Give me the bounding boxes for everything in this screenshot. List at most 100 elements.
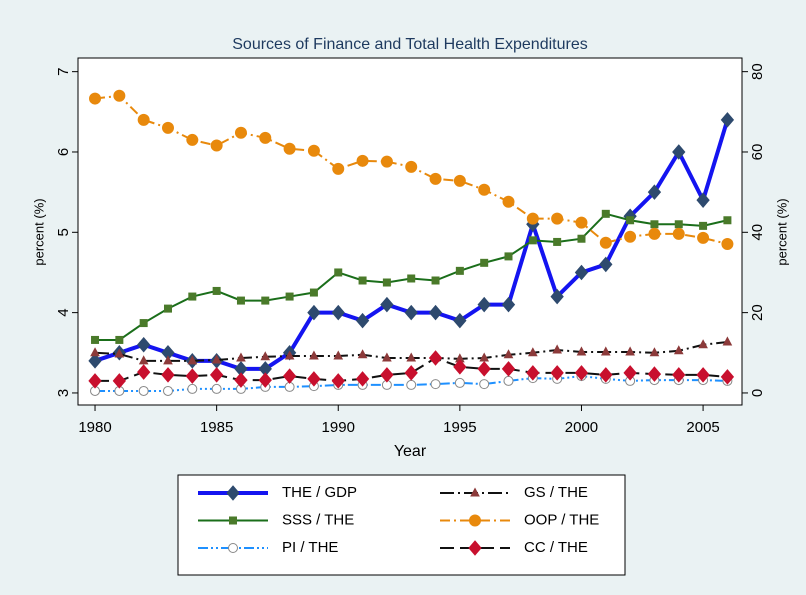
point xyxy=(723,216,732,225)
point xyxy=(283,142,296,155)
point xyxy=(599,236,612,249)
y-axis-label: percent (%) xyxy=(31,198,46,265)
y-tick-label: 5 xyxy=(55,228,72,236)
point xyxy=(502,195,515,208)
point xyxy=(88,353,102,369)
point xyxy=(138,385,149,396)
y2-tick-label: 40 xyxy=(749,224,766,241)
point xyxy=(674,220,683,229)
legend-marker xyxy=(226,485,240,501)
legend-marker xyxy=(469,514,481,527)
point xyxy=(430,379,441,390)
point xyxy=(259,131,272,144)
point xyxy=(428,350,443,366)
point xyxy=(115,335,124,344)
point xyxy=(649,347,660,357)
point xyxy=(479,379,490,390)
point xyxy=(696,367,710,383)
point xyxy=(258,372,272,388)
point xyxy=(88,373,102,389)
point xyxy=(648,227,661,240)
point xyxy=(162,385,173,396)
point xyxy=(161,121,174,134)
point xyxy=(455,266,464,275)
point xyxy=(722,336,733,346)
y-tick-label: 6 xyxy=(55,148,72,156)
point xyxy=(187,383,198,394)
point xyxy=(307,304,321,321)
point xyxy=(553,237,562,246)
point xyxy=(404,365,418,381)
point xyxy=(334,268,343,277)
point xyxy=(357,349,368,359)
point xyxy=(285,292,294,301)
legend-label: OOP / THE xyxy=(524,511,599,528)
point xyxy=(163,304,172,313)
point xyxy=(720,112,735,128)
x-axis-label: Year xyxy=(394,443,427,460)
point xyxy=(212,286,221,295)
legend-marker xyxy=(468,540,482,556)
point xyxy=(355,371,370,387)
legend-label: PI / THE xyxy=(282,539,338,556)
point xyxy=(576,346,587,356)
y2-tick-label: 20 xyxy=(749,304,766,321)
x-tick-label: 2005 xyxy=(686,419,719,436)
point xyxy=(113,89,126,102)
point xyxy=(89,92,102,105)
point xyxy=(601,209,610,218)
point xyxy=(720,369,735,385)
point xyxy=(672,144,686,160)
point xyxy=(503,375,514,386)
point xyxy=(236,352,246,362)
point xyxy=(236,296,245,305)
point xyxy=(480,258,489,267)
point xyxy=(647,184,662,200)
point xyxy=(284,350,295,360)
y2-tick-label: 80 xyxy=(749,63,766,80)
x-tick-label: 1985 xyxy=(200,419,233,436)
point xyxy=(185,368,199,384)
point xyxy=(625,346,635,356)
point xyxy=(527,347,538,357)
point xyxy=(358,276,367,285)
series-line xyxy=(95,356,728,382)
point xyxy=(309,350,319,360)
point xyxy=(453,359,467,375)
point xyxy=(504,252,513,261)
point xyxy=(211,354,222,364)
point xyxy=(697,231,710,244)
point xyxy=(307,144,320,157)
point xyxy=(673,345,684,355)
legend-marker xyxy=(228,543,238,553)
point xyxy=(137,113,150,126)
point xyxy=(186,133,199,146)
x-tick-label: 1990 xyxy=(322,419,355,436)
point xyxy=(453,312,467,329)
point xyxy=(575,216,588,229)
point xyxy=(404,304,418,321)
point xyxy=(574,264,589,281)
y-tick-label: 7 xyxy=(55,67,72,75)
point xyxy=(429,172,442,185)
point xyxy=(380,367,394,383)
point xyxy=(137,336,151,353)
point xyxy=(479,352,490,362)
point xyxy=(188,292,197,301)
point xyxy=(599,256,613,273)
y-tick-label: 4 xyxy=(55,308,72,316)
point xyxy=(672,227,685,240)
point xyxy=(574,365,589,381)
x-tick-label: 1995 xyxy=(443,419,476,436)
point xyxy=(331,373,345,389)
point xyxy=(431,276,440,285)
point xyxy=(405,160,418,173)
point xyxy=(139,319,148,328)
point xyxy=(698,339,708,349)
point xyxy=(138,355,149,365)
point xyxy=(161,367,175,383)
y2-tick-label: 60 xyxy=(749,144,766,161)
point xyxy=(696,192,710,208)
point xyxy=(309,288,318,297)
